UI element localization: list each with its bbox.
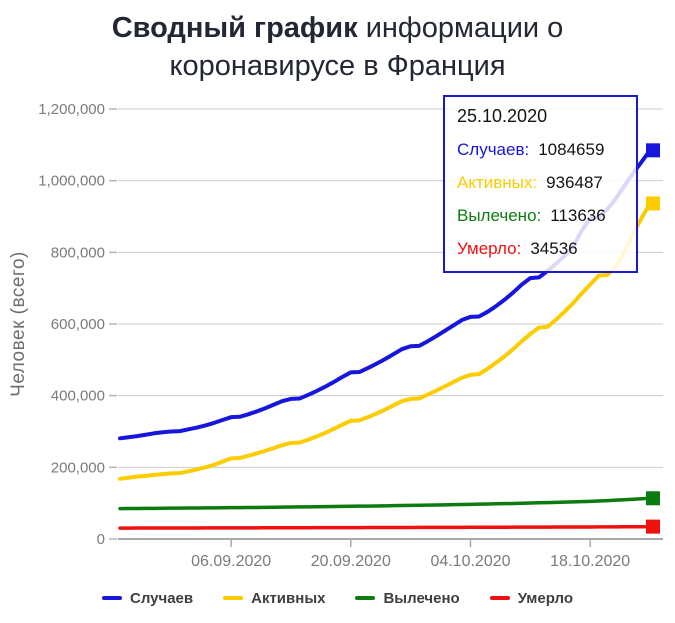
series-line-3 (118, 525, 652, 531)
chart-legend: Случаев Активных Вылечено Умерло (0, 585, 675, 611)
legend-swatch-cases-icon (102, 596, 122, 601)
series-end-marker-2 (646, 491, 660, 506)
x-tick-label: 04.10.2020 (430, 553, 510, 570)
legend-label-recovered: Вылечено (383, 589, 460, 607)
tooltip-label-cases: Случаев: (457, 140, 530, 160)
x-tick-label: 18.10.2020 (550, 553, 630, 570)
legend-swatch-recovered-icon (355, 596, 376, 601)
chart-title: Сводный график информации о коронавирусе… (55, 0, 621, 85)
legend-item-active[interactable]: Активных (223, 590, 325, 607)
series-line-1 (118, 201, 652, 482)
y-tick-label: 400,000 (51, 388, 105, 405)
tooltip-date: 25.10.2020 (457, 106, 548, 127)
tooltip-row-deaths: Умерло: 34536 (457, 239, 630, 259)
tooltip-label-active: Активных: (457, 173, 538, 193)
chart-area: 0 200,000 400,000 600,000 800,000 1,000,000 1,… (0, 87, 675, 587)
y-tick-label: 800,000 (51, 245, 105, 262)
y-tick-label: 600,000 (51, 316, 105, 333)
y-tick-label: 0 (97, 531, 105, 548)
tooltip-value-recovered: 113636 (550, 206, 606, 226)
y-tick-label: 1,000,000 (38, 173, 105, 190)
tooltip-row-active: Активных: 936487 (457, 173, 630, 193)
x-tick-label: 20.09.2020 (311, 553, 391, 570)
series-line-2 (118, 496, 652, 511)
summary-chart-plot[interactable]: 0 200,000 400,000 600,000 800,000 1,000,000 1,… (0, 87, 675, 587)
tooltip-label-deaths: Умерло: (457, 239, 522, 259)
y-axis-title: Человек (всего) (8, 252, 29, 398)
tooltip-row-cases: Случаев: 1084659 (457, 140, 630, 160)
legend-swatch-deaths-icon (489, 596, 510, 601)
legend-label-cases: Случаев (130, 589, 194, 607)
tooltip-value-deaths: 34536 (530, 239, 578, 259)
x-tick-label: 06.09.2020 (191, 553, 271, 570)
tooltip-value-cases: 1084659 (538, 140, 605, 160)
tooltip-row-recovered: Вылечено: 113636 (457, 206, 630, 226)
chart-title-bold: Сводный график (111, 12, 358, 44)
chart-title-rest: информации о коронавирусе в Франция (169, 12, 564, 82)
tooltip-value-active: 936487 (546, 173, 603, 193)
series-end-marker-3 (646, 519, 660, 534)
y-tick-label: 1,200,000 (38, 101, 105, 118)
legend-item-recovered[interactable]: Вылечено (355, 589, 460, 607)
legend-item-cases[interactable]: Случаев (102, 590, 193, 607)
chart-tooltip: 25.10.2020 Случаев: 1084659 Активных: 93… (443, 95, 638, 274)
tooltip-label-recovered: Вылечено: (457, 206, 542, 226)
legend-label-active: Активных (251, 589, 326, 607)
legend-swatch-active-icon (223, 596, 244, 601)
legend-item-deaths[interactable]: Умерло (489, 589, 573, 607)
series-end-marker-0 (646, 143, 660, 158)
series-end-marker-1 (646, 196, 660, 211)
legend-label-deaths: Умерло (517, 589, 573, 607)
y-tick-label: 200,000 (51, 460, 105, 477)
